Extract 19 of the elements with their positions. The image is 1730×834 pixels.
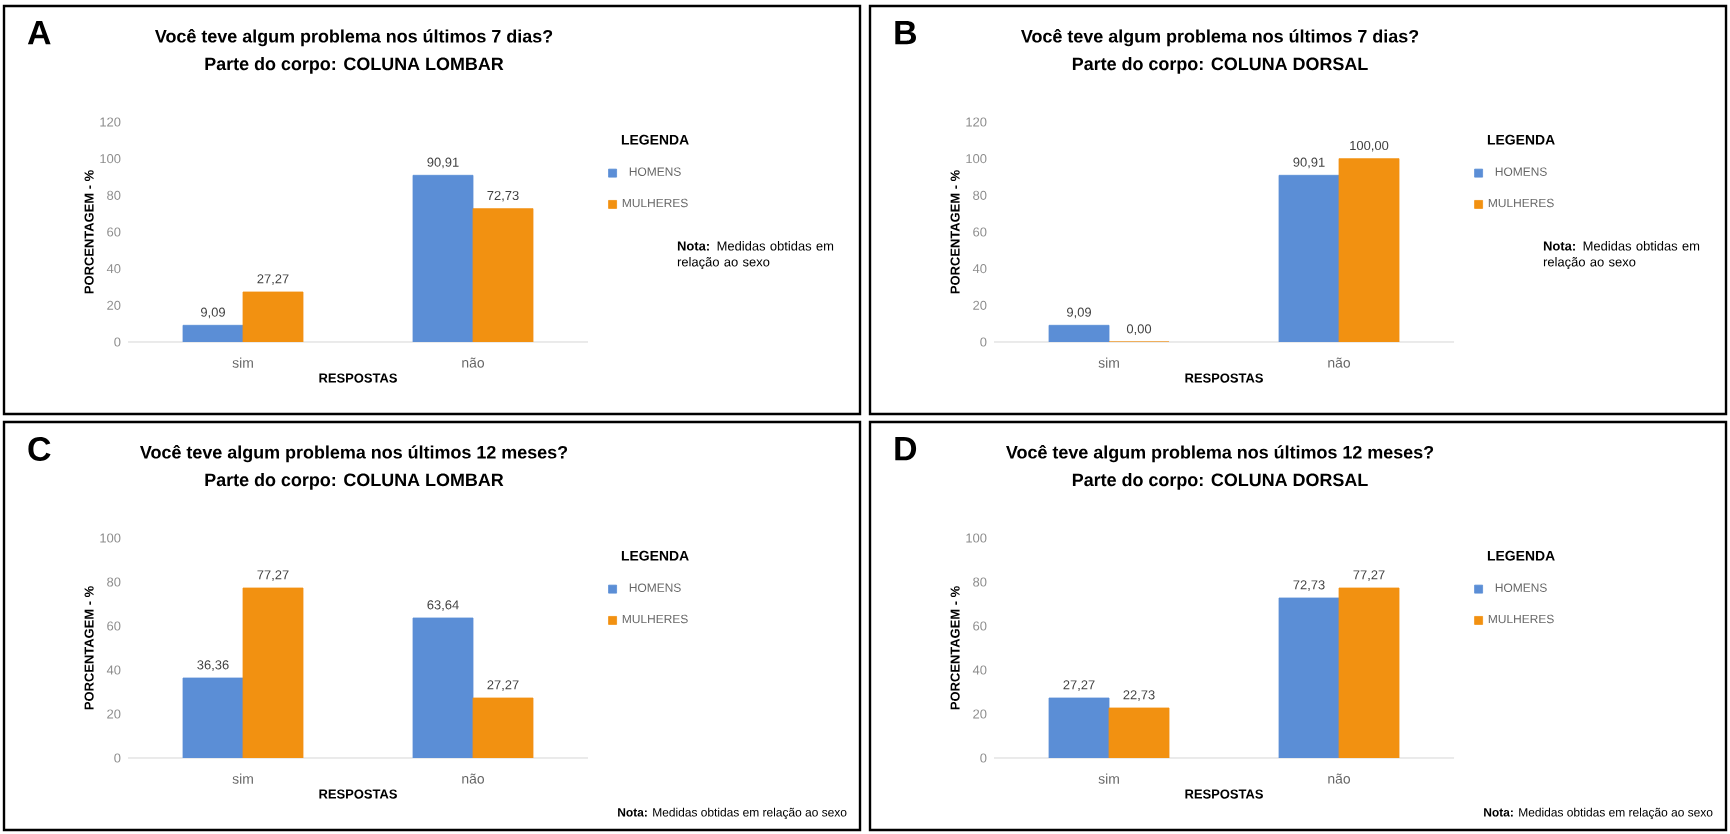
text: D [895, 437, 917, 461]
bar [472, 208, 534, 342]
chart-subtitle: Parte do corpo: COLUNA DORSAL [1072, 473, 1368, 490]
bar [242, 291, 304, 342]
bar [1338, 158, 1400, 342]
chart-subtitle: Parte do corpo: COLUNA LOMBAR [205, 473, 504, 490]
text: A [27, 21, 51, 45]
bar [182, 324, 244, 342]
chart-subtitle: Parte do corpo: COLUNA DORSAL [1072, 57, 1368, 74]
bar [1048, 324, 1110, 342]
chart-title: Você teve algum problema nos últimos 12 meses? [140, 445, 568, 463]
text: C [28, 437, 51, 462]
chart-title: Você teve algum problema nos últimos 7 dias? [154, 29, 553, 47]
text: B [895, 21, 916, 45]
chart-subtitle: Parte do corpo: COLUNA LOMBAR [205, 57, 504, 74]
chart-title: Você teve algum problema nos últimos 7 dias? [1021, 29, 1419, 47]
bar [412, 174, 474, 342]
chart-title: Você teve algum problema nos últimos 12 meses? [1006, 445, 1434, 463]
bar [1278, 174, 1340, 342]
